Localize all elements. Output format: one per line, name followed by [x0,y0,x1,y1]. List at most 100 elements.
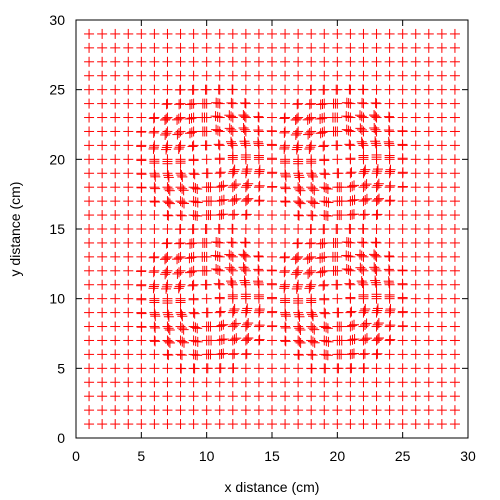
data-point [214,292,225,303]
data-point [175,70,186,81]
data-point [374,332,385,343]
data-point [372,303,383,314]
data-point [319,42,330,53]
data-point [410,363,421,374]
data-point [159,254,170,265]
data-point [436,42,447,53]
data-point [436,98,447,109]
data-point [423,349,434,360]
data-point [423,84,434,95]
data-point [410,391,421,402]
data-point [136,84,147,95]
data-point [161,128,172,139]
data-point [214,196,225,207]
data-point [267,167,278,178]
data-point [162,112,173,123]
data-point [356,276,367,287]
data-point [328,237,339,248]
data-point [162,405,173,416]
data-point [253,349,264,360]
data-point [321,196,332,207]
data-point [384,84,395,95]
data-point [360,319,371,330]
data-point [136,251,147,262]
data-point [242,194,253,205]
data-point [239,97,250,108]
data-point [123,210,134,221]
data-point [174,142,185,153]
data-point [84,279,95,290]
data-point [110,224,121,234]
data-point [332,405,343,416]
data-point [224,249,235,260]
data-point [356,136,367,147]
data-point [384,377,395,388]
data-point [267,320,278,331]
data-point [187,280,198,291]
data-point [333,168,344,179]
data-point [410,210,421,221]
data-point [384,112,395,123]
data-point [161,99,172,110]
data-point [371,42,382,53]
data-point [197,112,208,123]
data-point [371,335,382,346]
data-point [164,198,175,209]
data-point [279,283,290,294]
data-point [197,237,208,248]
data-point [253,210,264,221]
data-point [410,182,421,193]
data-point [188,56,199,67]
data-point [240,149,251,160]
data-point [188,307,199,318]
data-point [320,363,331,374]
data-point [211,237,222,248]
data-point [186,252,197,263]
data-point [397,306,408,317]
data-point [173,267,184,278]
data-point [175,349,186,360]
data-point [97,307,108,318]
data-point [294,323,305,334]
data-point [449,265,460,276]
data-point [214,112,225,123]
data-point [449,405,460,416]
data-point [373,318,384,329]
data-point [306,237,317,248]
data-point [436,196,447,207]
data-point [242,334,253,345]
data-point [253,28,264,39]
data-point [200,279,211,290]
data-point [84,196,95,207]
data-point [213,139,224,150]
data-point [307,210,318,221]
data-point [348,209,359,220]
data-point [267,349,277,360]
data-point [384,126,395,137]
data-point [356,111,367,122]
data-point [436,391,447,402]
data-point [84,377,95,388]
x-tick-label: 30 [460,448,476,464]
data-point [348,348,359,359]
data-point [150,197,161,208]
data-point [175,42,186,53]
data-point [370,275,381,286]
data-point [188,155,199,166]
data-point [161,113,172,124]
data-point [292,281,303,292]
data-point [205,349,216,360]
data-point [267,391,277,402]
data-point [360,164,371,175]
data-point [188,251,199,262]
data-point [345,153,356,164]
data-point [410,307,421,318]
data-point [345,377,356,388]
data-point [280,171,291,182]
data-point [240,391,251,402]
data-point [372,334,383,345]
data-point [136,391,147,402]
data-point [280,224,291,234]
data-point [174,238,185,249]
data-point [384,56,395,67]
